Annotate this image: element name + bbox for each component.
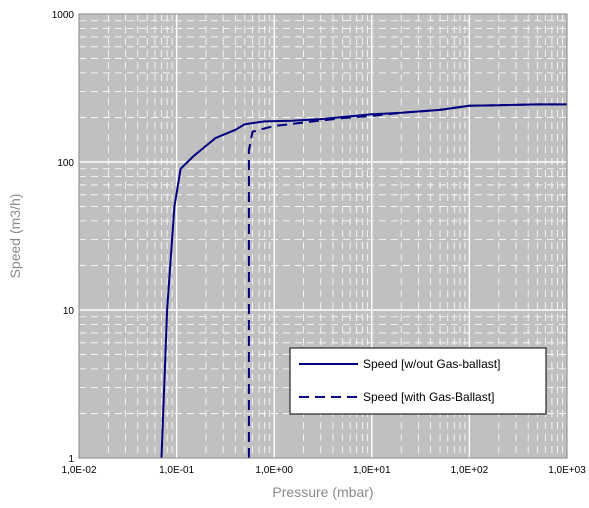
series-layer [160,103,567,459]
x-tick-label: 1,0E+02 [451,465,489,476]
legend-box [289,347,547,415]
legend-label-without-gas-ballast: Speed [w/out Gas-ballast] [363,357,500,371]
x-tick-label: 1,0E-01 [159,465,194,476]
series-line-with-gas-ballast [247,103,567,458]
x-tick-label: 1,0E-02 [61,465,96,476]
y-tick-label: 1000 [52,10,75,21]
y-tick-label: 1 [68,454,74,465]
legend: Speed [w/out Gas-ballast] Speed [with Ga… [289,347,547,415]
plot-border [78,13,568,459]
y-tick-label: 100 [57,158,74,169]
x-axis-title: Pressure (mbar) [272,484,373,500]
x-tick-label: 1,0E+03 [548,465,586,476]
x-tick-label: 1,0E+01 [353,465,391,476]
tick-labels: 1,0E-02 1,0E-01 1,0E+00 1,0E+01 1,0E+02 1,0E+… [52,10,586,476]
y-axis-title: Speed (m3/h) [7,194,23,279]
x-tick-label: 1,0E+00 [255,465,293,476]
y-tick-label: 10 [63,306,75,317]
legend-label-with-gas-ballast: Speed [with Gas-Ballast] [363,390,494,404]
